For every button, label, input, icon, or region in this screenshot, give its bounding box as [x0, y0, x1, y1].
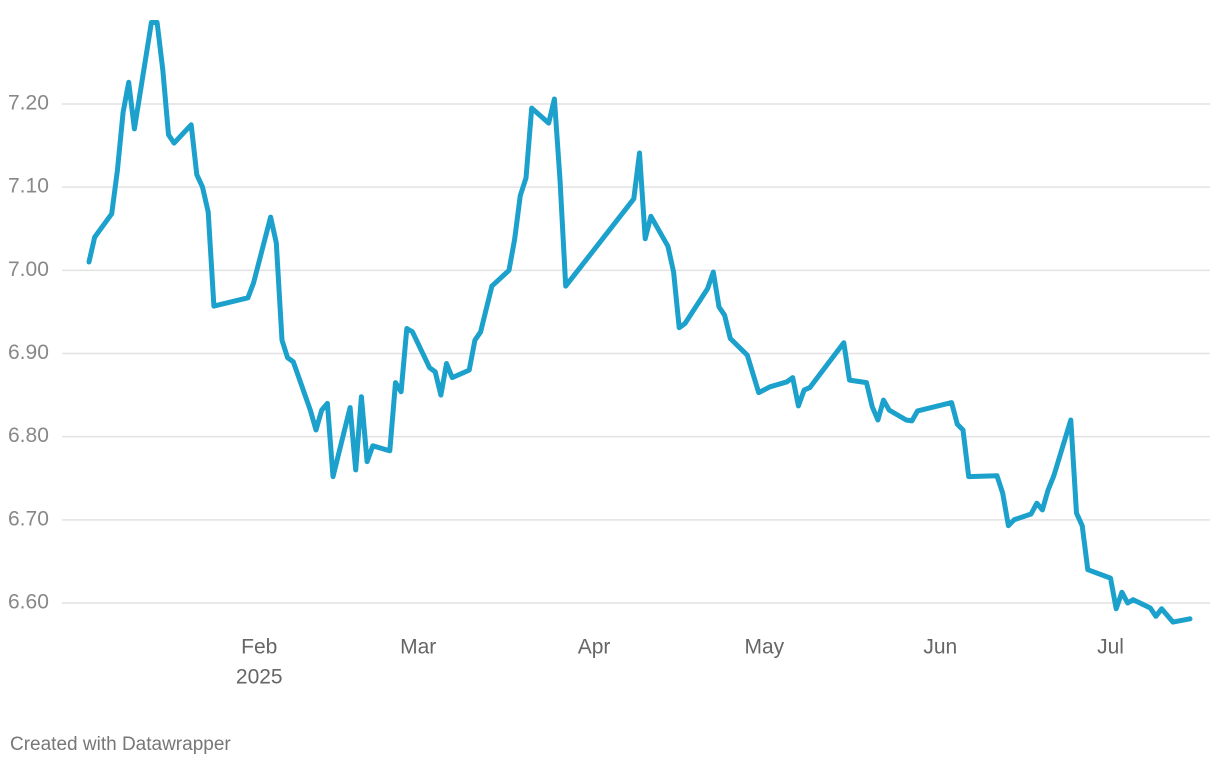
y-tick-label: 6.80	[8, 424, 49, 447]
x-tick-label: Apr	[578, 636, 611, 659]
x-tick-label: Jun	[923, 636, 957, 659]
y-tick-label: 7.20	[8, 92, 49, 115]
x-year-label: 2025	[236, 666, 283, 689]
x-tick-label: Feb	[241, 636, 277, 659]
line	[86, 20, 1193, 625]
y-tick-label: 6.90	[8, 341, 49, 364]
y-tick-label: 7.10	[8, 175, 49, 198]
footer: Created with Datawrapper	[10, 734, 231, 755]
x-tick-label: Mar	[400, 636, 436, 659]
x-tick-label: May	[745, 636, 785, 659]
x-tick-label: Jul	[1097, 636, 1124, 659]
y-tick-label: 6.70	[8, 507, 49, 530]
y-tick-label: 6.60	[8, 591, 49, 614]
y-tick-label: 7.00	[8, 258, 49, 281]
